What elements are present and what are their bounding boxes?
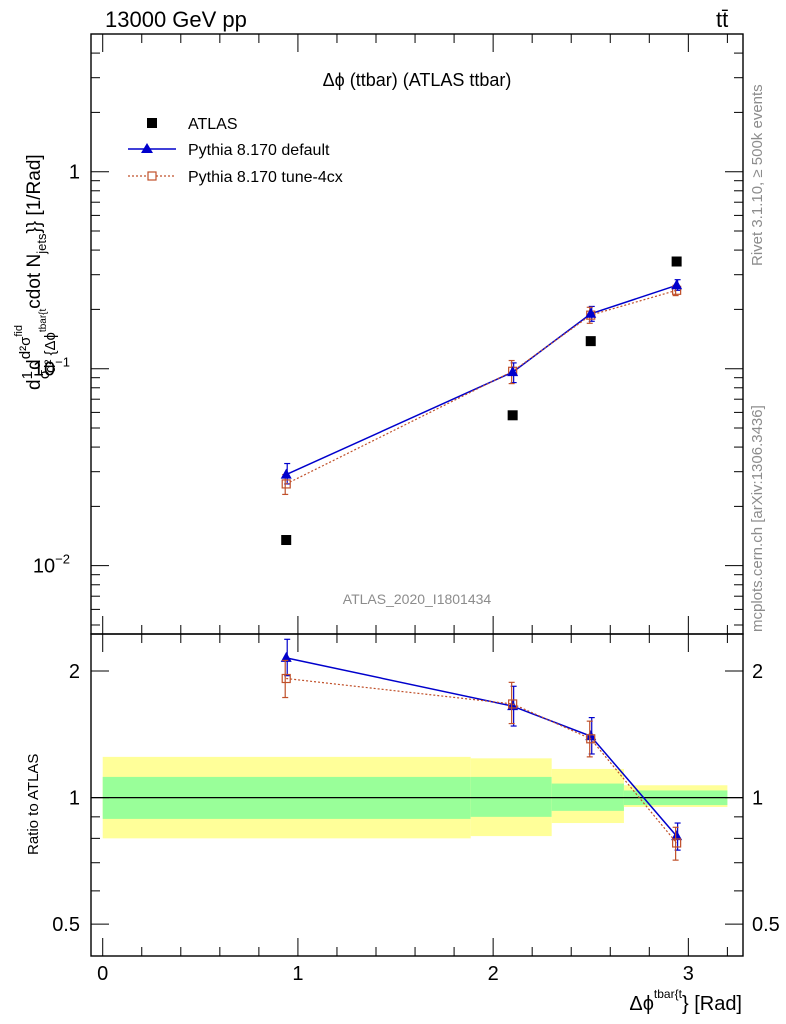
ylabel-frac1-den: σ [36,369,53,379]
ratio-default-point [280,651,292,662]
legend-atlas-marker [147,118,157,128]
ratio-y-tick-label-right: 0.5 [752,914,780,936]
mcplots-label: mcplots.cern.ch [arXiv:1306.3436] [749,405,766,632]
ylabel-tail: cdot N [24,254,45,309]
ratio-tune-point [281,673,291,684]
ylabel-unit: }} [1/Rad] [24,154,45,233]
legend-default-marker [141,143,153,153]
ylabel-frac2-den-sup: tbar{t [38,308,49,332]
legend-tune-marker [147,171,157,181]
ratio-y-tick-label-left: 1 [69,788,80,810]
ratio-axis-ticks [91,634,743,956]
ratio-inner-band [470,776,552,817]
default-data-point [280,468,292,479]
main-axis-ticks [91,33,743,634]
ylabel-tail-sub: jets [34,233,49,255]
ratio-tune-point [672,838,682,848]
tick-exponent: −1 [55,355,70,370]
main-y-tick-label: 10−2 [33,552,70,578]
ratio-y-tick-label-left: 0.5 [52,914,80,936]
x-tick-label: 1 [292,963,303,985]
main-y-tick-label: 10−1 [33,355,70,381]
svg-text:d1σdd²σfidd² {Δϕtbar{tcdot Nje: d1σdd²σfidd² {Δϕtbar{tcdot Njets}} [1/Ra… [13,154,59,390]
default-data-point [585,307,597,318]
xlabel-sup: tbar{t [654,987,683,1001]
rivet-version-label: Rivet 3.1.10, ≥ 500k events [749,84,766,266]
tick-base: 10 [33,359,55,381]
ylabel-d2: d [24,359,45,370]
ratio-y-tick-label-right: 2 [752,661,763,683]
ratio-frame [90,633,744,957]
legend-tune-label: Pythia 8.170 tune-4cx [188,169,343,186]
ratio-default-point [671,830,683,841]
xlabel-main: Δϕ [629,993,654,1015]
ratio-y-tick-label-right: 1 [752,788,763,810]
default-series-line [285,284,677,476]
ratio-panel: 0.5 0.5 1 1 2 2 0 1 2 3 Ratio to ATLAS Δϕtbar{t} … [25,633,780,1015]
ratio-tune-point [508,699,518,709]
main-y-axis-label: d1σdd²σfidd² {Δϕtbar{tcdot Njets}} [1/Ra… [13,154,59,390]
legend: ATLAS Pythia 8.170 default Pythia 8.170 … [128,116,343,186]
main-y-tick-labels: 110−110−2 [33,162,80,578]
ylabel-frac2-num-sup: fid [13,325,25,337]
ratio-y-axis-label: Ratio to ATLAS [25,754,42,855]
x-tick-label: 0 [97,963,108,985]
main-plot-title: Δϕ (ttbar) (ATLAS ttbar) [323,70,512,90]
ylabel-frac1-num: 1 [19,371,36,379]
xlabel-tail: } [Rad] [682,993,742,1015]
analysis-watermark: ATLAS_2020_I1801434 [343,591,492,607]
default-data-point [671,279,683,290]
main-data-layer [280,256,683,546]
ratio-y-tick-label-left: 2 [69,661,80,683]
ratio-tune-point [586,734,596,744]
header-process-label: tt̄ [716,7,728,32]
tune-data-point [281,479,291,489]
legend-atlas-label: ATLAS [188,116,238,133]
ylabel-d1: d [24,379,45,390]
atlas-data-point [585,336,596,347]
legend-default-label: Pythia 8.170 default [188,142,330,159]
tick-base: 1 [69,162,80,184]
tune-series-line [285,289,677,485]
tick-base: 10 [33,556,55,578]
ratio-tune-line [286,677,678,844]
x-tick-label: 2 [488,963,499,985]
ylabel-frac2-den: d² {Δϕ [42,332,59,373]
ratio-data-layer [280,638,683,861]
atlas-data-point [671,256,682,267]
ratio-default-line [286,657,678,837]
ylabel-frac2-num: d²σ [17,336,34,359]
atlas-data-point [281,535,292,546]
header-energy-label: 13000 GeV pp [105,7,247,32]
tick-exponent: −2 [55,552,70,567]
ratio-tick-labels: 0.5 0.5 1 1 2 2 0 1 2 3 [52,661,780,985]
atlas-data-point [507,410,518,421]
main-panel: 110−110−2 Δϕ (ttbar) (ATLAS ttbar) ATLAS… [13,33,744,635]
main-y-tick-label: 1 [69,162,80,184]
x-tick-label: 3 [683,963,694,985]
default-data-point [507,366,519,377]
x-axis-label: Δϕtbar{t} [Rad] [629,987,742,1015]
